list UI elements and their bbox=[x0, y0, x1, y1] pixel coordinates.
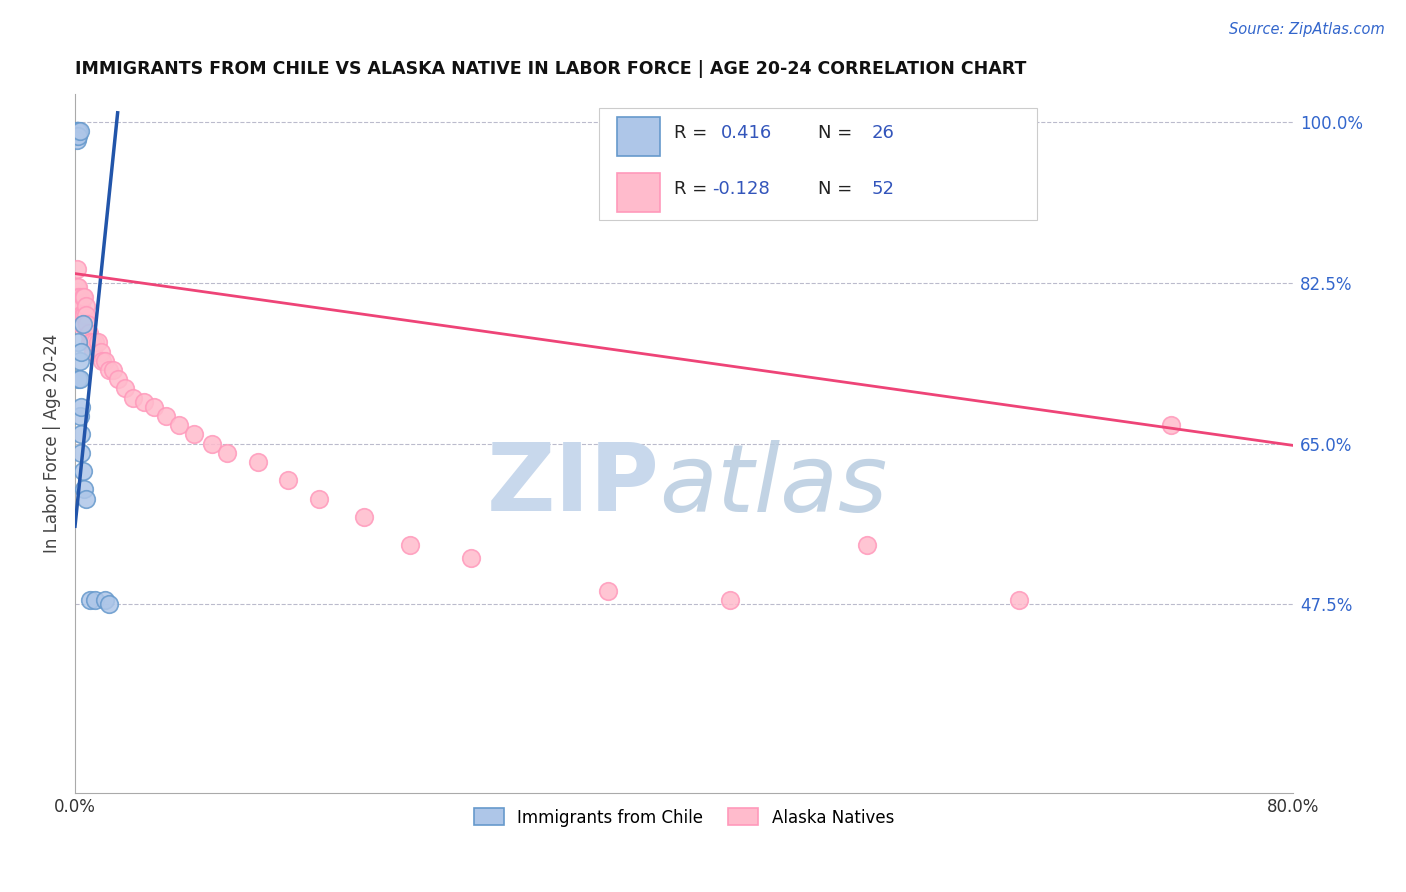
Point bbox=[1160, 418, 1182, 433]
Point bbox=[460, 551, 482, 566]
Point bbox=[72, 317, 94, 331]
Point bbox=[67, 280, 90, 294]
Text: -0.128: -0.128 bbox=[711, 179, 769, 198]
Point bbox=[70, 400, 93, 414]
Point bbox=[73, 308, 96, 322]
Point bbox=[855, 538, 877, 552]
Point bbox=[79, 592, 101, 607]
Point bbox=[97, 597, 120, 611]
Text: IMMIGRANTS FROM CHILE VS ALASKA NATIVE IN LABOR FORCE | AGE 20-24 CORRELATION CH: IMMIGRANTS FROM CHILE VS ALASKA NATIVE I… bbox=[75, 60, 1026, 78]
Point bbox=[69, 299, 91, 313]
FancyBboxPatch shape bbox=[617, 118, 659, 156]
Point bbox=[107, 372, 129, 386]
Point bbox=[69, 289, 91, 303]
Point bbox=[72, 289, 94, 303]
Point bbox=[82, 344, 104, 359]
Point bbox=[183, 427, 205, 442]
Point bbox=[76, 317, 98, 331]
Point bbox=[399, 538, 422, 552]
Point bbox=[143, 400, 166, 414]
Point bbox=[246, 455, 269, 469]
Point bbox=[70, 427, 93, 442]
Point bbox=[75, 299, 97, 313]
Text: N =: N = bbox=[818, 179, 852, 198]
Point bbox=[70, 299, 93, 313]
Text: R =: R = bbox=[675, 179, 713, 198]
Text: 26: 26 bbox=[872, 124, 894, 142]
Point bbox=[308, 491, 330, 506]
Point bbox=[67, 124, 90, 138]
Point bbox=[67, 299, 90, 313]
Point bbox=[69, 354, 91, 368]
Point bbox=[155, 409, 177, 423]
Point bbox=[132, 395, 155, 409]
Point bbox=[79, 335, 101, 350]
Legend: Immigrants from Chile, Alaska Natives: Immigrants from Chile, Alaska Natives bbox=[467, 802, 901, 833]
Point bbox=[69, 124, 91, 138]
Text: 0.416: 0.416 bbox=[720, 124, 772, 142]
Point bbox=[94, 354, 117, 368]
Point bbox=[70, 344, 93, 359]
Point bbox=[1008, 592, 1031, 607]
Text: Source: ZipAtlas.com: Source: ZipAtlas.com bbox=[1229, 22, 1385, 37]
Y-axis label: In Labor Force | Age 20-24: In Labor Force | Age 20-24 bbox=[44, 334, 60, 553]
Point bbox=[67, 289, 90, 303]
Point bbox=[67, 335, 90, 350]
Point bbox=[67, 128, 90, 143]
Point bbox=[65, 262, 87, 277]
Point bbox=[70, 317, 93, 331]
Point bbox=[201, 436, 224, 450]
Point bbox=[75, 491, 97, 506]
Point bbox=[83, 335, 105, 350]
Point bbox=[67, 372, 90, 386]
Point bbox=[65, 128, 87, 143]
Point bbox=[69, 308, 91, 322]
FancyBboxPatch shape bbox=[599, 109, 1038, 220]
Point bbox=[67, 124, 90, 138]
Point bbox=[90, 344, 112, 359]
Point bbox=[91, 354, 114, 368]
Text: 52: 52 bbox=[872, 179, 894, 198]
Point bbox=[65, 289, 87, 303]
Point bbox=[69, 372, 91, 386]
Text: N =: N = bbox=[818, 124, 852, 142]
Point bbox=[97, 363, 120, 377]
Text: R =: R = bbox=[675, 124, 713, 142]
Point bbox=[217, 446, 239, 460]
Point bbox=[65, 280, 87, 294]
Point bbox=[70, 308, 93, 322]
Point bbox=[70, 446, 93, 460]
Point bbox=[83, 592, 105, 607]
Point bbox=[65, 124, 87, 138]
Point bbox=[65, 133, 87, 147]
Point bbox=[72, 308, 94, 322]
Point bbox=[121, 391, 143, 405]
Point bbox=[77, 326, 100, 341]
Point bbox=[73, 289, 96, 303]
Point bbox=[596, 583, 619, 598]
Text: ZIP: ZIP bbox=[486, 440, 659, 532]
Text: atlas: atlas bbox=[659, 440, 887, 531]
Point bbox=[94, 592, 117, 607]
Point bbox=[65, 124, 87, 138]
Point bbox=[69, 409, 91, 423]
Point bbox=[718, 592, 741, 607]
Point bbox=[73, 483, 96, 497]
Point bbox=[167, 418, 190, 433]
Point bbox=[65, 124, 87, 138]
Point bbox=[277, 473, 299, 487]
Point bbox=[72, 464, 94, 478]
Point bbox=[87, 335, 110, 350]
FancyBboxPatch shape bbox=[617, 173, 659, 211]
Point bbox=[80, 335, 103, 350]
Point bbox=[101, 363, 124, 377]
Point bbox=[353, 510, 375, 524]
Point bbox=[75, 308, 97, 322]
Point bbox=[65, 299, 87, 313]
Point bbox=[114, 381, 136, 395]
